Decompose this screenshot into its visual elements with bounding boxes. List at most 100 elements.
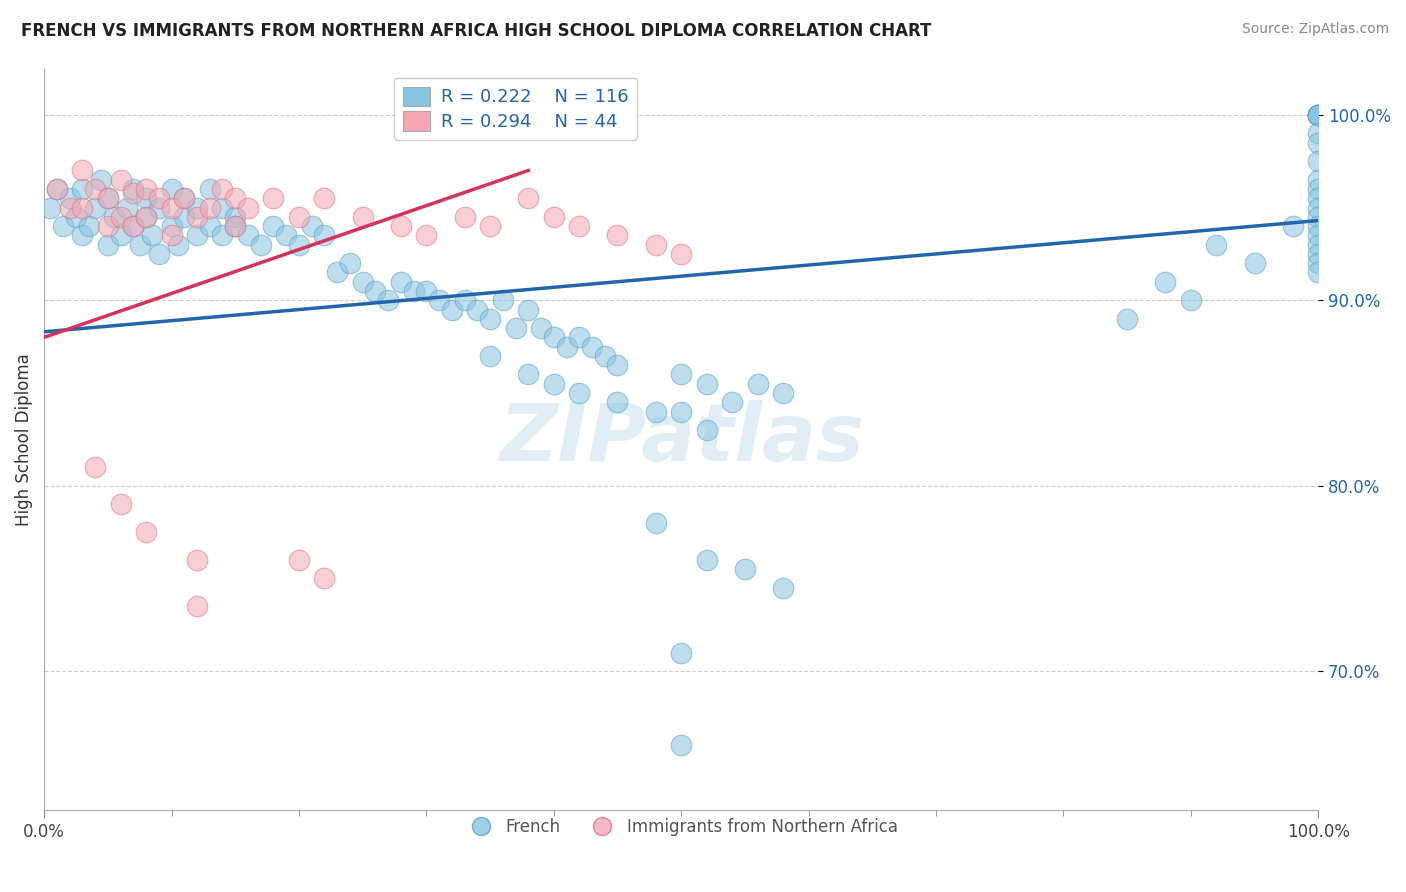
Point: [115, 201, 138, 215]
Point: [1308, 136, 1330, 150]
Point: [211, 228, 233, 243]
Point: [72, 163, 94, 178]
Point: [696, 423, 718, 437]
Text: Source: ZipAtlas.com: Source: ZipAtlas.com: [1241, 22, 1389, 37]
Point: [84, 182, 107, 196]
Point: [772, 386, 794, 401]
Point: [453, 210, 475, 224]
Point: [110, 497, 132, 511]
Point: [186, 228, 208, 243]
Point: [1281, 219, 1303, 233]
Point: [186, 553, 208, 567]
Point: [135, 191, 157, 205]
Point: [453, 293, 475, 308]
Point: [135, 524, 157, 539]
Point: [122, 219, 145, 233]
Point: [505, 321, 527, 335]
Point: [479, 311, 502, 326]
Point: [1308, 219, 1330, 233]
Point: [465, 302, 488, 317]
Point: [97, 219, 120, 233]
Point: [160, 228, 183, 243]
Point: [198, 219, 221, 233]
Point: [122, 182, 145, 196]
Point: [772, 581, 794, 595]
Point: [669, 646, 692, 660]
Point: [568, 330, 591, 344]
Point: [581, 340, 603, 354]
Point: [72, 182, 94, 196]
Point: [1308, 182, 1330, 196]
Point: [1205, 237, 1227, 252]
Point: [696, 553, 718, 567]
Point: [110, 210, 132, 224]
Point: [747, 376, 769, 391]
Point: [110, 173, 132, 187]
Point: [148, 191, 170, 205]
Point: [97, 237, 120, 252]
Point: [669, 247, 692, 261]
Point: [122, 219, 145, 233]
Point: [364, 284, 387, 298]
Point: [1180, 293, 1202, 308]
Point: [160, 201, 183, 215]
Point: [606, 395, 628, 409]
Point: [352, 275, 374, 289]
Point: [1308, 108, 1330, 122]
Point: [1308, 108, 1330, 122]
Point: [84, 460, 107, 475]
Text: FRENCH VS IMMIGRANTS FROM NORTHERN AFRICA HIGH SCHOOL DIPLOMA CORRELATION CHART: FRENCH VS IMMIGRANTS FROM NORTHERN AFRIC…: [21, 22, 931, 40]
Point: [492, 293, 515, 308]
Point: [135, 182, 157, 196]
Point: [148, 201, 170, 215]
Point: [314, 228, 336, 243]
Point: [173, 191, 195, 205]
Point: [314, 191, 336, 205]
Point: [52, 219, 75, 233]
Point: [389, 275, 412, 289]
Point: [135, 210, 157, 224]
Text: ZIPatlas: ZIPatlas: [499, 401, 863, 478]
Point: [1308, 237, 1330, 252]
Point: [1308, 173, 1330, 187]
Point: [103, 210, 125, 224]
Point: [479, 219, 502, 233]
Point: [1308, 108, 1330, 122]
Point: [1308, 108, 1330, 122]
Point: [198, 201, 221, 215]
Point: [530, 321, 553, 335]
Point: [288, 553, 311, 567]
Point: [568, 219, 591, 233]
Point: [415, 228, 437, 243]
Point: [389, 219, 412, 233]
Point: [301, 219, 323, 233]
Point: [211, 182, 233, 196]
Point: [90, 173, 112, 187]
Point: [517, 191, 540, 205]
Point: [288, 210, 311, 224]
Point: [173, 210, 195, 224]
Point: [288, 237, 311, 252]
Point: [97, 191, 120, 205]
Point: [593, 349, 616, 363]
Point: [77, 219, 100, 233]
Point: [314, 571, 336, 585]
Point: [160, 182, 183, 196]
Point: [644, 516, 666, 530]
Point: [1308, 228, 1330, 243]
Point: [669, 404, 692, 418]
Point: [39, 201, 62, 215]
Point: [141, 228, 163, 243]
Point: [1154, 275, 1177, 289]
Point: [211, 201, 233, 215]
Point: [45, 182, 67, 196]
Point: [1308, 265, 1330, 279]
Point: [644, 404, 666, 418]
Point: [606, 358, 628, 372]
Point: [1116, 311, 1139, 326]
Point: [440, 302, 463, 317]
Point: [696, 376, 718, 391]
Point: [1308, 256, 1330, 270]
Point: [148, 247, 170, 261]
Point: [186, 201, 208, 215]
